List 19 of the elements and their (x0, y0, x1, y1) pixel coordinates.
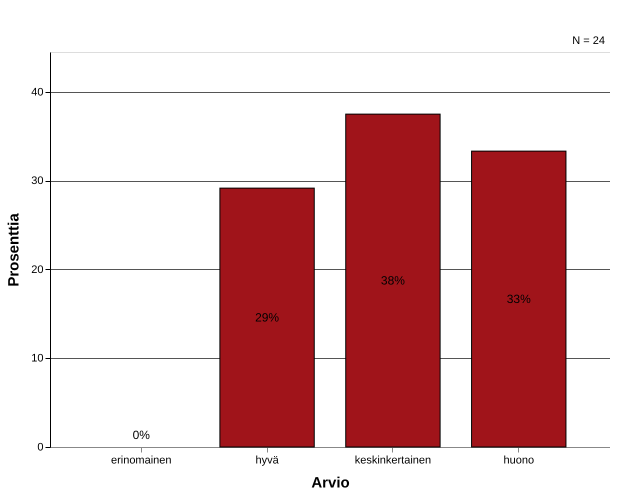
x-tick-label: erinomainen (110, 454, 172, 466)
y-tick-label: 0 (37, 442, 44, 454)
text: N = 24 (572, 35, 605, 47)
bar (219, 188, 315, 448)
data-label: 33% (506, 292, 532, 306)
x-axis-title: Arvio (311, 474, 350, 492)
data-label: 38% (380, 274, 406, 288)
y-tick-label: 30 (31, 175, 44, 188)
x-tick-label: hyvä (255, 454, 280, 466)
y-tick-label: 10 (31, 352, 44, 365)
bar (345, 114, 441, 448)
x-tick-label: huono (503, 454, 534, 466)
data-label: 29% (255, 310, 280, 325)
x-tick-label: keskinkertainen (354, 454, 432, 466)
bar (471, 150, 566, 448)
y-tick-label: 20 (31, 264, 44, 276)
data-label: 0% (132, 428, 150, 442)
y-tick-label: 40 (31, 86, 44, 98)
y-axis-title: Prosenttia (5, 212, 22, 287)
